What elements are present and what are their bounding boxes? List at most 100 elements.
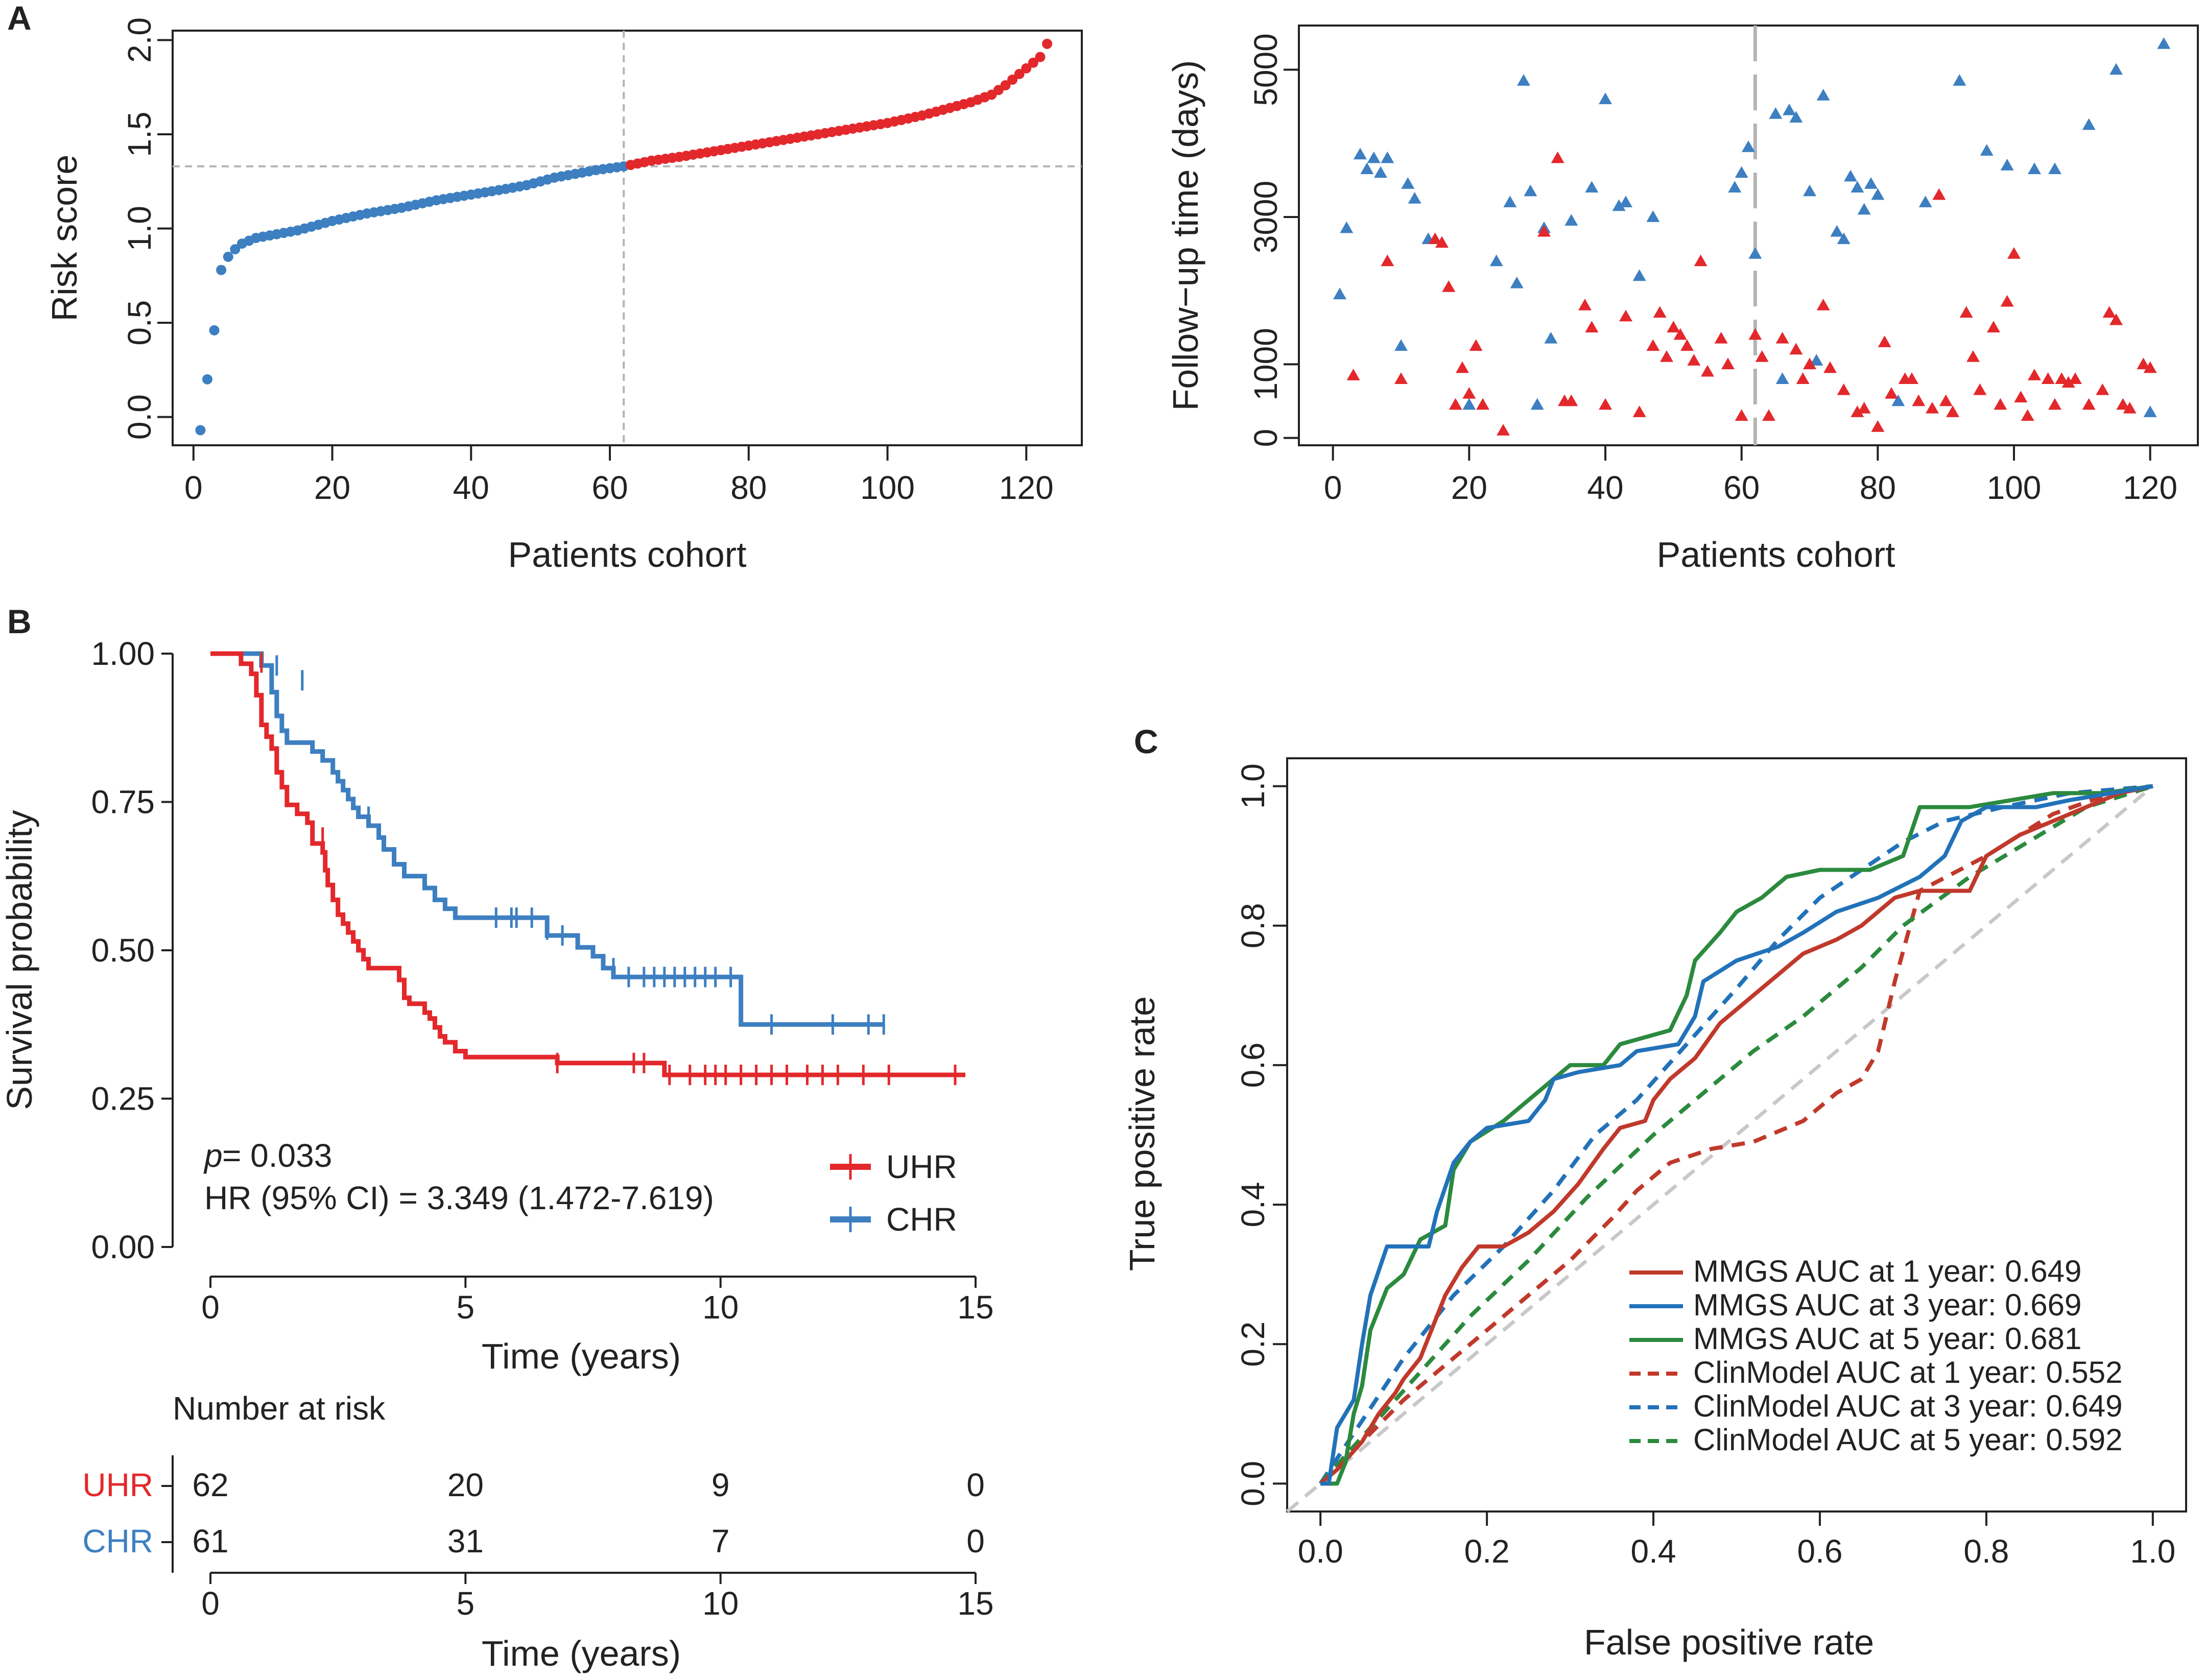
- x-tick-label: 40: [1587, 469, 1623, 506]
- dead-point: [1871, 420, 1885, 432]
- alive-point: [1844, 170, 1857, 182]
- y-tick-label: 5000: [1247, 33, 1284, 106]
- risk-point: [1014, 68, 1025, 79]
- roc-y-title: True positive rate: [1122, 996, 1162, 1271]
- y-tick-label: 0.2: [1235, 1322, 1271, 1367]
- alive-point: [1728, 181, 1742, 193]
- risk-count-chr: 0: [966, 1523, 985, 1559]
- alive-point: [1374, 166, 1387, 178]
- dead-point: [1687, 354, 1701, 366]
- x-tick-label: 60: [591, 469, 628, 506]
- dead-point: [2048, 398, 2061, 410]
- roc-plot-frame: [1286, 757, 2187, 1513]
- risk-row-chr-label: CHR: [82, 1523, 153, 1559]
- risk-x-tick-label: 15: [957, 1585, 993, 1622]
- y-tick-label: 3000: [1247, 181, 1284, 253]
- x-tick-label: 40: [453, 469, 489, 506]
- alive-point: [1918, 196, 1932, 207]
- alive-point: [2000, 159, 2014, 171]
- x-tick-label: 5: [457, 1289, 475, 1326]
- dead-point: [1789, 343, 1803, 355]
- y-tick-label: 0.8: [1235, 903, 1271, 948]
- alive-point: [1564, 214, 1578, 226]
- alive-point: [1783, 103, 1796, 115]
- roc-curve: [1320, 784, 2153, 1486]
- dead-point: [1660, 350, 1673, 362]
- y-tick-label: 0.0: [1235, 1461, 1271, 1506]
- alive-point: [1632, 269, 1646, 281]
- x-tick-label: 60: [1723, 469, 1760, 506]
- dead-point: [2137, 357, 2150, 370]
- alive-point: [1810, 354, 1823, 366]
- dead-point: [1748, 328, 1762, 340]
- dead-point: [1449, 398, 1462, 410]
- x-tick-label: 120: [2123, 469, 2177, 506]
- risk-score-plot: 0 20 40 60 80 100 120 0.0 0.5 1.0 1.5 2.0 Patients …: [44, 17, 1083, 574]
- y-tick-label: 0.75: [91, 784, 155, 821]
- km-x-title: Time (years): [482, 1336, 681, 1376]
- x-tick-label: 0.2: [1464, 1533, 1510, 1570]
- dead-point: [1939, 394, 1953, 406]
- risk-score-x-title: Patients cohort: [508, 535, 747, 574]
- dead-point: [1775, 331, 1789, 344]
- p-value: = 0.033: [222, 1137, 332, 1174]
- dead-point: [1537, 225, 1551, 237]
- dead-point: [1762, 409, 1775, 421]
- dead-point: [1428, 232, 1442, 244]
- x-tick-label: 0.6: [1797, 1533, 1842, 1570]
- legend-label: MMGS AUC at 5 year: 0.681: [1693, 1322, 2081, 1356]
- y-tick-label: 0.00: [91, 1229, 155, 1265]
- risk-point: [216, 265, 227, 275]
- risk-x-tick-label: 10: [702, 1585, 739, 1622]
- legend-label: ClinModel AUC at 5 year: 0.592: [1693, 1423, 2122, 1457]
- dead-point: [2116, 398, 2130, 410]
- dead-point: [2000, 295, 2014, 307]
- alive-point: [1851, 181, 1864, 193]
- dead-point: [1851, 405, 1864, 417]
- panel-label-b: B: [7, 603, 32, 640]
- alive-point: [1980, 144, 1994, 156]
- y-tick-label: 1.0: [1235, 763, 1271, 809]
- risk-table-title: Number at risk: [173, 1390, 386, 1427]
- dead-point: [1837, 383, 1851, 395]
- dead-point: [1926, 401, 1939, 414]
- dead-point: [2041, 372, 2055, 384]
- dead-point: [1462, 387, 1476, 399]
- dead-point: [1755, 350, 1769, 362]
- alive-point: [1503, 196, 1517, 207]
- dead-point: [1816, 299, 1830, 310]
- alive-point: [1803, 184, 1816, 197]
- roc-plot: 0.0 0.2 0.4 0.6 0.8 1.0 0.0 0.2 0.4 0.6 0.8 1.0 Fal…: [1122, 757, 2187, 1662]
- alive-point: [1381, 151, 1394, 163]
- alive-point: [1354, 148, 1367, 160]
- y-tick-label: 1.5: [121, 112, 158, 157]
- alive-point: [1510, 276, 1524, 289]
- x-tick-label: 0.8: [1963, 1533, 2009, 1570]
- dead-point: [1735, 409, 1748, 421]
- y-tick-label: 1.00: [91, 635, 155, 672]
- risk-count-uhr: 0: [966, 1467, 985, 1503]
- risk-x-tick-label: 0: [201, 1585, 220, 1622]
- dead-point: [1442, 280, 1456, 292]
- panel-label-c: C: [1134, 723, 1158, 760]
- roc-curve: [1318, 784, 2153, 1485]
- x-tick-label: 80: [730, 469, 767, 506]
- roc-x-title: False positive rate: [1584, 1622, 1874, 1662]
- dead-point: [1857, 401, 1871, 414]
- x-tick-label: 80: [1860, 469, 1896, 506]
- dead-point: [1966, 350, 1980, 362]
- legend-uhr-label: UHR: [886, 1148, 957, 1185]
- roc-curve: [1319, 784, 2153, 1485]
- dead-point: [1701, 365, 1714, 377]
- x-tick-label: 1.0: [2130, 1533, 2175, 1570]
- follow-up-plot-frame: [1298, 25, 2199, 446]
- dead-point: [2021, 409, 2034, 421]
- alive-point: [1789, 111, 1803, 123]
- follow-up-y-title: Follow−up time (days): [1166, 60, 1205, 411]
- dead-point: [2102, 306, 2116, 318]
- dead-point: [2123, 401, 2137, 414]
- alive-point: [1340, 221, 1354, 233]
- dead-point: [1632, 405, 1646, 417]
- dead-point: [2109, 313, 2123, 325]
